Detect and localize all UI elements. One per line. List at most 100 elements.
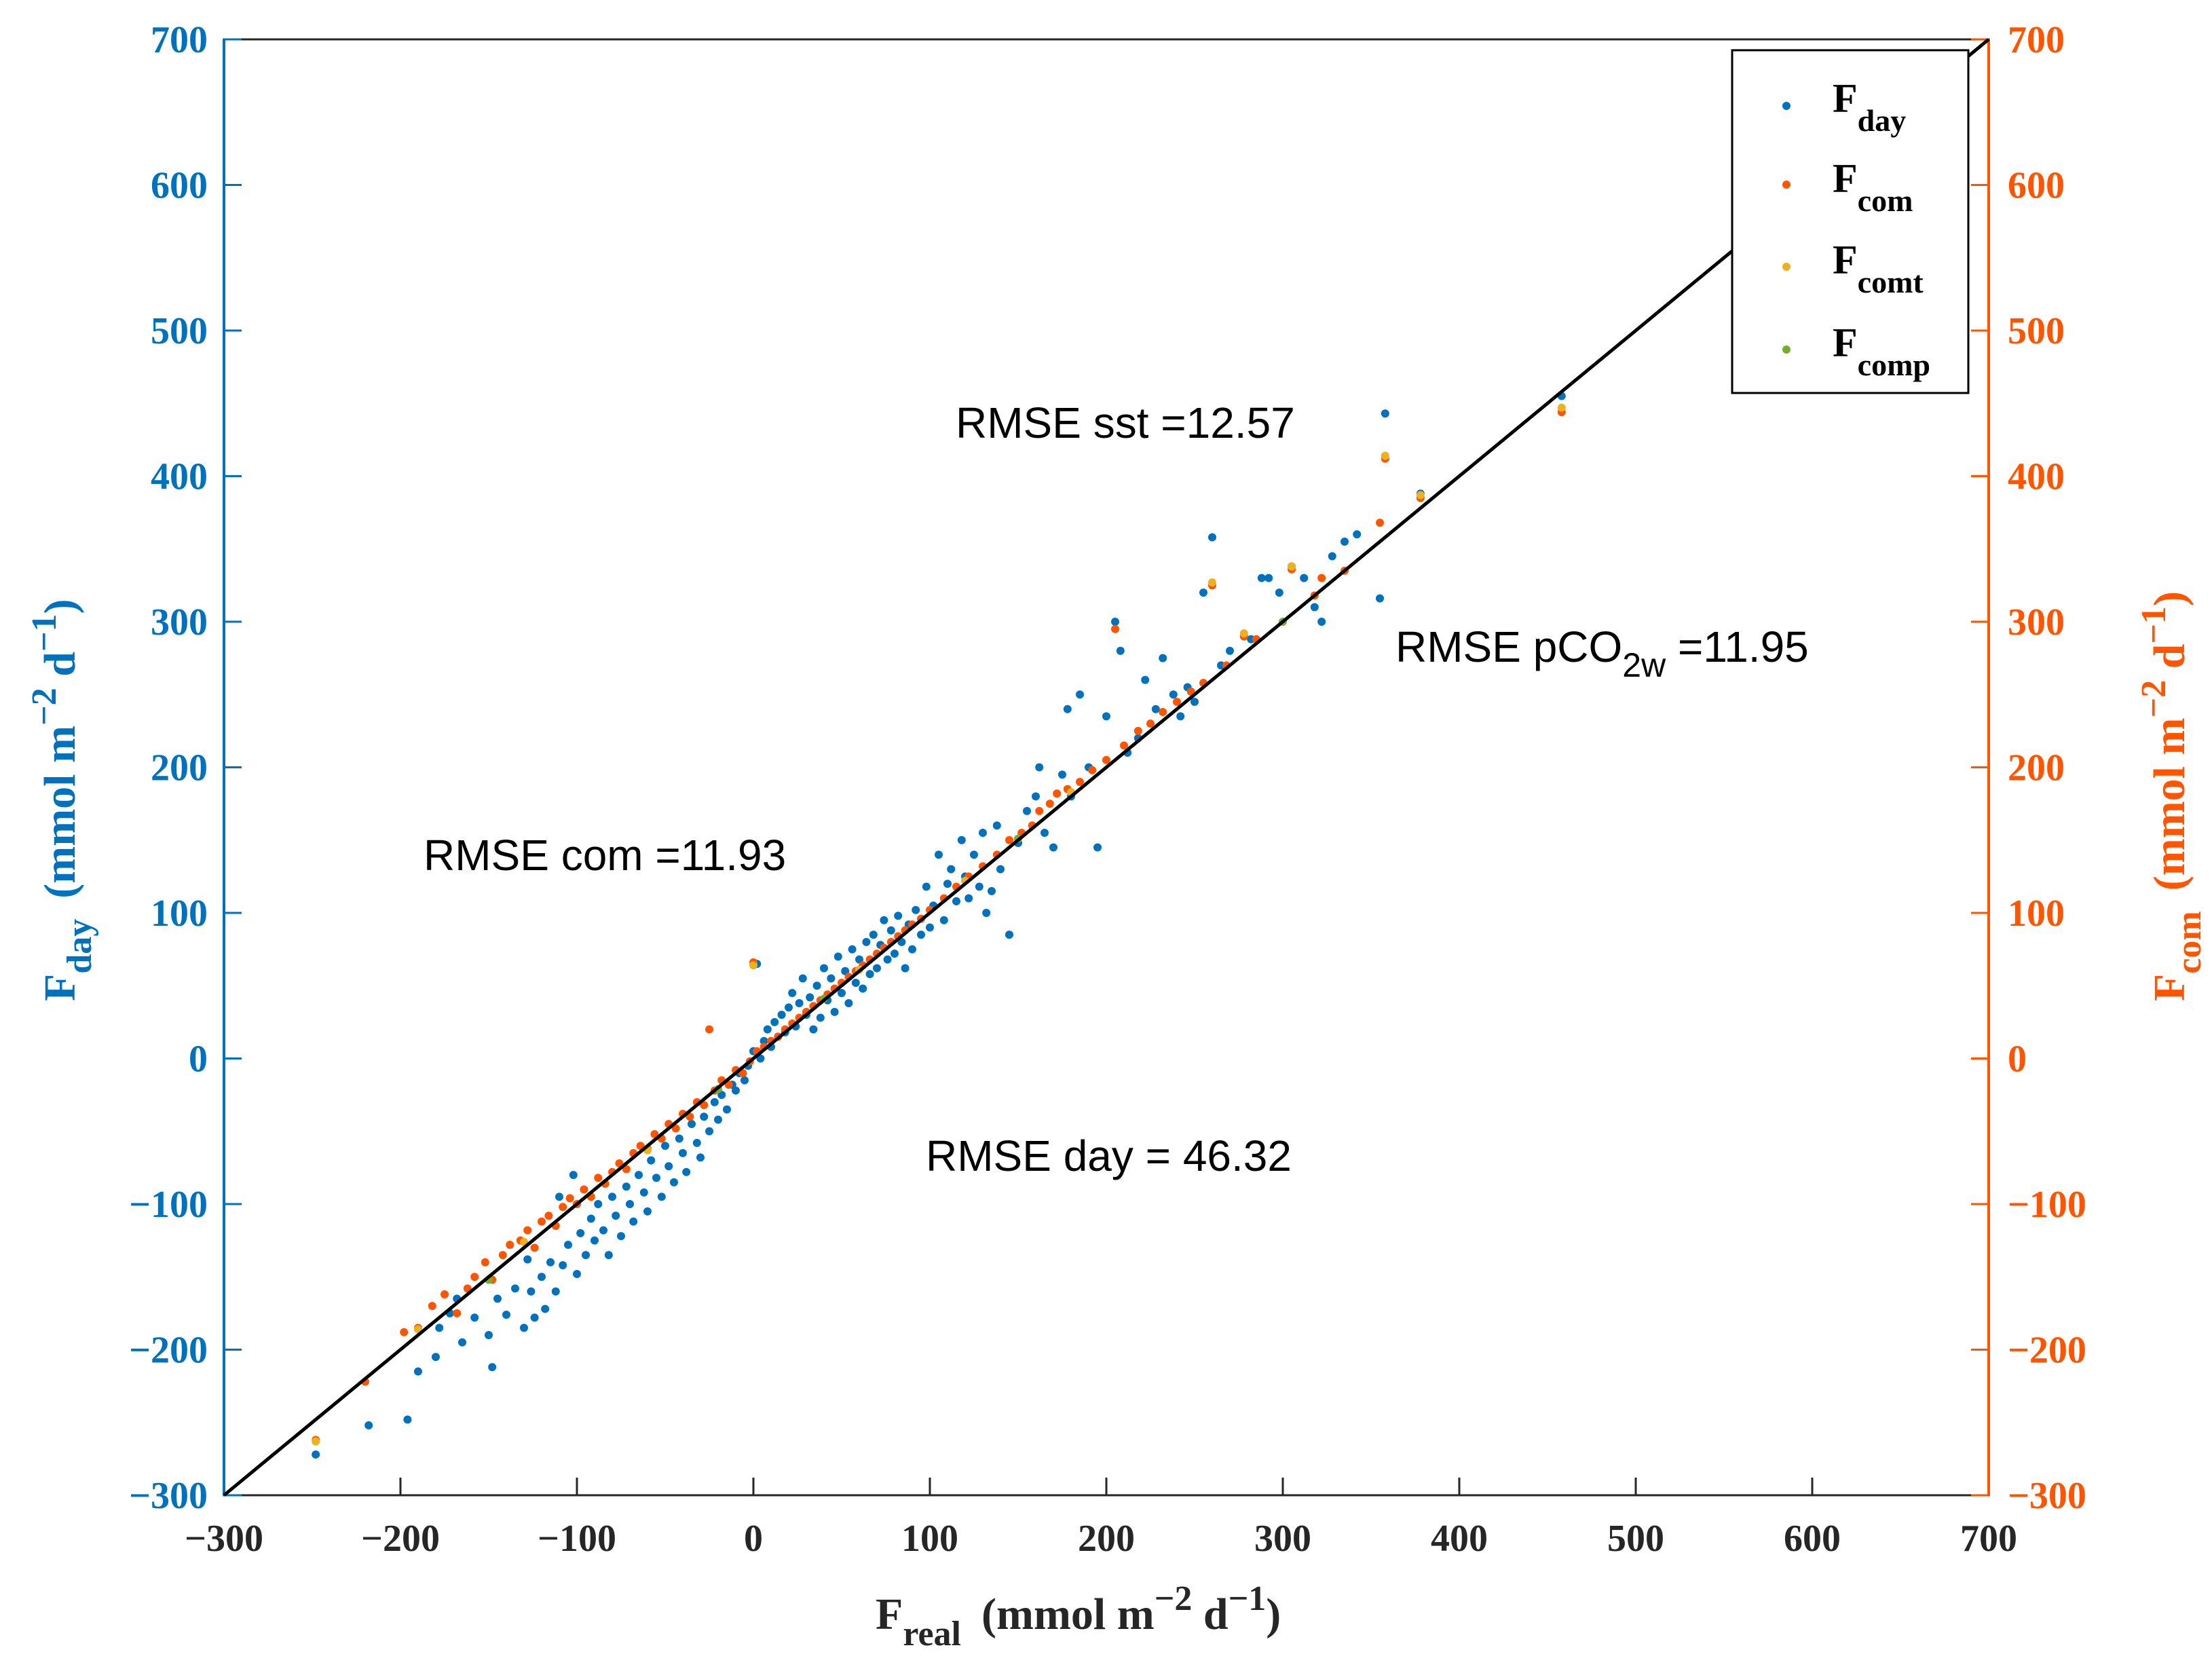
- point-f-comt: [1557, 403, 1566, 412]
- x-title-sub: real: [903, 1615, 961, 1653]
- point-f-com: [1146, 719, 1155, 728]
- point-f-day: [957, 836, 966, 844]
- point-f-day: [714, 1115, 722, 1124]
- point-f-day: [1353, 530, 1362, 539]
- point-f-day: [502, 1311, 510, 1319]
- point-f-day: [1275, 588, 1283, 597]
- point-f-com: [1111, 624, 1119, 633]
- y-left-tick-label: 0: [189, 1038, 208, 1081]
- x-tick-label: −200: [361, 1518, 440, 1560]
- y-right-tick-label: 200: [2008, 747, 2065, 789]
- point-f-day: [1381, 409, 1389, 418]
- point-f-day: [458, 1338, 466, 1347]
- point-f-day: [1035, 763, 1044, 772]
- point-f-com: [559, 1203, 567, 1212]
- point-f-day: [873, 964, 881, 973]
- point-f-com: [538, 1217, 546, 1226]
- point-f-day: [541, 1305, 550, 1313]
- point-f-com: [1317, 574, 1326, 582]
- point-f-day: [538, 1273, 546, 1281]
- y-left-tick-label: 200: [151, 747, 208, 789]
- point-f-day: [546, 1258, 555, 1267]
- x-title-close: ): [1266, 1590, 1281, 1639]
- yr-title-close: ): [2145, 591, 2194, 606]
- y-left-tick-label: 700: [151, 19, 208, 61]
- x-tick-label: 0: [744, 1518, 763, 1560]
- point-f-day: [688, 1120, 696, 1129]
- x-tick-label: 700: [1960, 1518, 2017, 1560]
- point-f-day: [1199, 588, 1207, 597]
- y-right-tick-label: −300: [2008, 1475, 2086, 1517]
- legend-entry-fcom: Fcom: [1833, 156, 1913, 218]
- yr-title-exp1: −2: [2135, 680, 2173, 718]
- point-f-day: [947, 865, 956, 874]
- point-f-day: [1063, 705, 1072, 713]
- point-f-day: [1208, 533, 1216, 542]
- y-right-tick-label: 700: [2008, 19, 2065, 61]
- yl-title-main: F: [35, 974, 85, 1001]
- point-f-day: [530, 1313, 539, 1322]
- point-f-day: [582, 1251, 590, 1260]
- point-f-day: [1169, 690, 1178, 699]
- x-tick-label: 100: [901, 1518, 958, 1560]
- point-f-day: [1102, 712, 1110, 721]
- point-f-day: [844, 998, 853, 1007]
- yl-title-exp2: −1: [25, 614, 64, 652]
- point-f-day: [626, 1200, 634, 1208]
- y-right-tick-label: 0: [2008, 1038, 2027, 1081]
- x-title-mid: d: [1192, 1590, 1228, 1639]
- point-f-day: [883, 955, 892, 964]
- point-f-com: [1076, 777, 1084, 786]
- point-f-day: [493, 1294, 502, 1303]
- yl-title-mid: d: [35, 652, 85, 688]
- point-f-com: [1045, 800, 1054, 808]
- left-axis-tick-marks: [224, 38, 242, 1497]
- point-f-com: [565, 1194, 574, 1203]
- y-left-tick-label: −100: [129, 1184, 208, 1226]
- point-f-day: [975, 882, 983, 891]
- point-f-comt: [1381, 451, 1389, 460]
- point-f-day: [777, 1011, 786, 1019]
- legend-marker-fcomt: [1782, 263, 1791, 271]
- point-f-com: [481, 1258, 489, 1267]
- point-f-day: [622, 1182, 631, 1191]
- point-f-day: [935, 850, 943, 859]
- point-f-day: [551, 1287, 560, 1296]
- point-f-day: [617, 1232, 625, 1241]
- point-f-day: [912, 905, 920, 914]
- yr-title-sub: com: [2170, 911, 2209, 973]
- x-title-units: (mmol m: [981, 1590, 1155, 1639]
- y-right-axis-title: Fcom (mmol m−2 d−1): [2135, 591, 2209, 1001]
- point-f-day: [312, 1450, 320, 1459]
- annotation-rmse-pco2w-sub: 2w: [1622, 646, 1666, 684]
- point-f-day: [432, 1353, 440, 1362]
- point-f-com: [400, 1328, 409, 1336]
- x-tick-label: 600: [1784, 1518, 1841, 1560]
- bottom-axis-tick-labels: −300 −200 −100 0 100 200 300 400 500 600 700: [185, 1518, 2017, 1560]
- point-f-day: [1093, 843, 1102, 852]
- point-f-day: [599, 1226, 607, 1235]
- legend-marker-fcomp: [1782, 345, 1791, 354]
- y-right-tick-label: 500: [2008, 310, 2065, 352]
- point-f-day: [1300, 574, 1309, 582]
- point-f-day: [1376, 594, 1384, 603]
- point-f-day: [901, 964, 910, 973]
- point-f-day: [414, 1367, 422, 1376]
- point-f-day: [604, 1251, 613, 1260]
- point-f-day: [586, 1214, 595, 1223]
- legend-fcomp-main: F: [1833, 320, 1858, 365]
- point-f-com: [580, 1185, 588, 1194]
- point-f-day: [952, 897, 960, 905]
- point-f-day: [679, 1148, 687, 1157]
- point-f-day: [1317, 618, 1326, 626]
- point-f-day: [559, 1261, 567, 1270]
- point-f-day: [809, 1025, 818, 1034]
- point-f-day: [964, 894, 973, 903]
- right-axis-tick-labels: −300 −200 −100 0 100 200 300 400 500 600 700: [2008, 19, 2086, 1517]
- point-f-day: [1159, 654, 1167, 662]
- y-left-axis-title: Fday (mmol m−2 d−1): [25, 599, 99, 1002]
- point-f-day: [511, 1284, 519, 1293]
- point-f-day: [1116, 646, 1125, 655]
- one-to-one-reference-line: [223, 38, 1990, 1497]
- point-f-day: [838, 988, 846, 997]
